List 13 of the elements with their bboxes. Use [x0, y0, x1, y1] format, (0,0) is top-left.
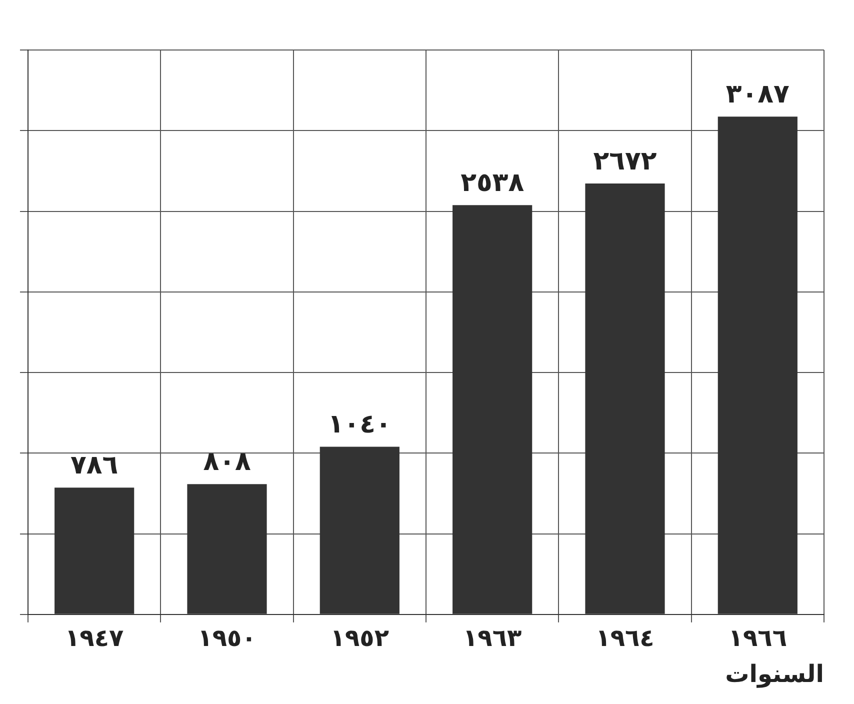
x-tick-label: ١٩٦٣	[463, 624, 522, 652]
data-label: ٨٠٨	[203, 446, 251, 477]
data-label: ٣٠٨٧	[726, 79, 790, 110]
x-axis-title: السنوات	[725, 660, 824, 688]
data-label: ٢٦٧٢	[593, 146, 657, 176]
data-label: ٧٨٦	[70, 450, 118, 480]
x-tick-label: ١٩٥٢	[330, 624, 390, 652]
x-tick-label: ١٩٥٠	[198, 624, 256, 652]
x-tick-label: ١٩٤٧	[65, 624, 124, 652]
data-label: ١٠٤٠	[328, 409, 392, 440]
x-tick-label: ١٩٦٦	[728, 624, 787, 652]
data-label: ٢٥٣٨	[460, 168, 524, 198]
x-tick-label: ١٩٦٤	[596, 624, 654, 652]
